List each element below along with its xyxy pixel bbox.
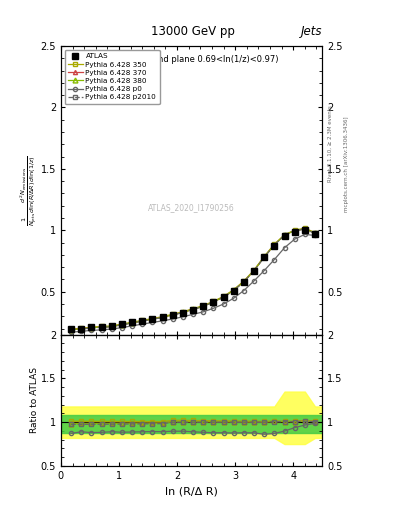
- Text: Rivet 3.1.10, ≥ 2.3M events: Rivet 3.1.10, ≥ 2.3M events: [328, 105, 333, 182]
- X-axis label: ln (R/Δ R): ln (R/Δ R): [165, 486, 218, 496]
- Text: ATLAS_2020_I1790256: ATLAS_2020_I1790256: [148, 203, 235, 212]
- Y-axis label: $\frac{1}{N_\mathrm{jets}}\frac{d^2 N_\mathrm{emissions}}{d\ln(R/\Delta R)\,d\ln: $\frac{1}{N_\mathrm{jets}}\frac{d^2 N_\m…: [18, 155, 39, 226]
- Legend: ATLAS, Pythia 6.428 350, Pythia 6.428 370, Pythia 6.428 380, Pythia 6.428 p0, Py: ATLAS, Pythia 6.428 350, Pythia 6.428 37…: [64, 50, 160, 104]
- Y-axis label: Ratio to ATLAS: Ratio to ATLAS: [30, 367, 39, 433]
- Text: Jets: Jets: [301, 26, 322, 38]
- Text: 13000 GeV pp: 13000 GeV pp: [151, 26, 235, 38]
- Text: ln(R/Δ R) (Lund plane 0.69<ln(1/z)<0.97): ln(R/Δ R) (Lund plane 0.69<ln(1/z)<0.97): [105, 55, 278, 63]
- Text: mcplots.cern.ch [arXiv:1306.3436]: mcplots.cern.ch [arXiv:1306.3436]: [344, 116, 349, 211]
